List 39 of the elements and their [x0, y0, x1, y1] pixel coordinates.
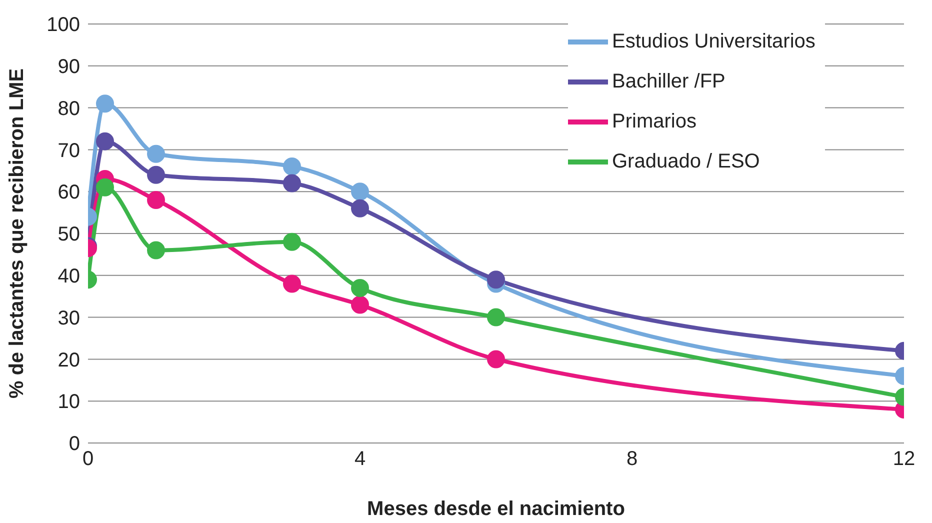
y-tick-label: 60	[58, 182, 80, 204]
y-tick-label: 30	[58, 307, 80, 330]
y-tick-label: 70	[58, 140, 80, 162]
point	[96, 94, 114, 113]
point	[147, 190, 165, 209]
point	[283, 157, 301, 176]
point	[147, 241, 165, 260]
point	[351, 182, 369, 201]
point	[283, 274, 301, 293]
point	[96, 132, 114, 150]
point	[283, 174, 301, 192]
y-tick-label: 100	[46, 14, 80, 36]
point	[351, 296, 369, 314]
point	[487, 350, 505, 368]
y-tick-label: 10	[58, 391, 80, 414]
y-tick-label: 80	[58, 98, 80, 120]
point	[487, 270, 505, 289]
x-tick-label: 0	[82, 448, 94, 470]
point	[147, 166, 165, 184]
y-tick-label: 90	[58, 56, 80, 78]
point	[351, 278, 369, 297]
legend-label: Estudios Universitarios	[612, 30, 816, 52]
point	[147, 144, 165, 163]
point	[487, 308, 505, 326]
y-tick-label: 50	[58, 224, 80, 246]
x-tick-label: 4	[354, 448, 366, 470]
x-tick-label: 8	[626, 448, 638, 470]
y-axis-title: % de lactantes que recibieron LME	[6, 68, 28, 399]
point	[351, 199, 369, 218]
x-axis-title: Meses desde el nacimiento	[367, 498, 625, 520]
y-tick-label: 40	[58, 266, 80, 288]
point	[283, 232, 301, 251]
x-tick-label: 12	[892, 448, 916, 470]
point	[96, 178, 114, 196]
y-tick-label: 0	[68, 433, 80, 456]
legend-label: Graduado / ESO	[612, 150, 760, 172]
legend-label: Primarios	[612, 110, 696, 132]
y-tick-label: 20	[58, 349, 80, 372]
legend-label: Bachiller /FP	[612, 70, 726, 92]
